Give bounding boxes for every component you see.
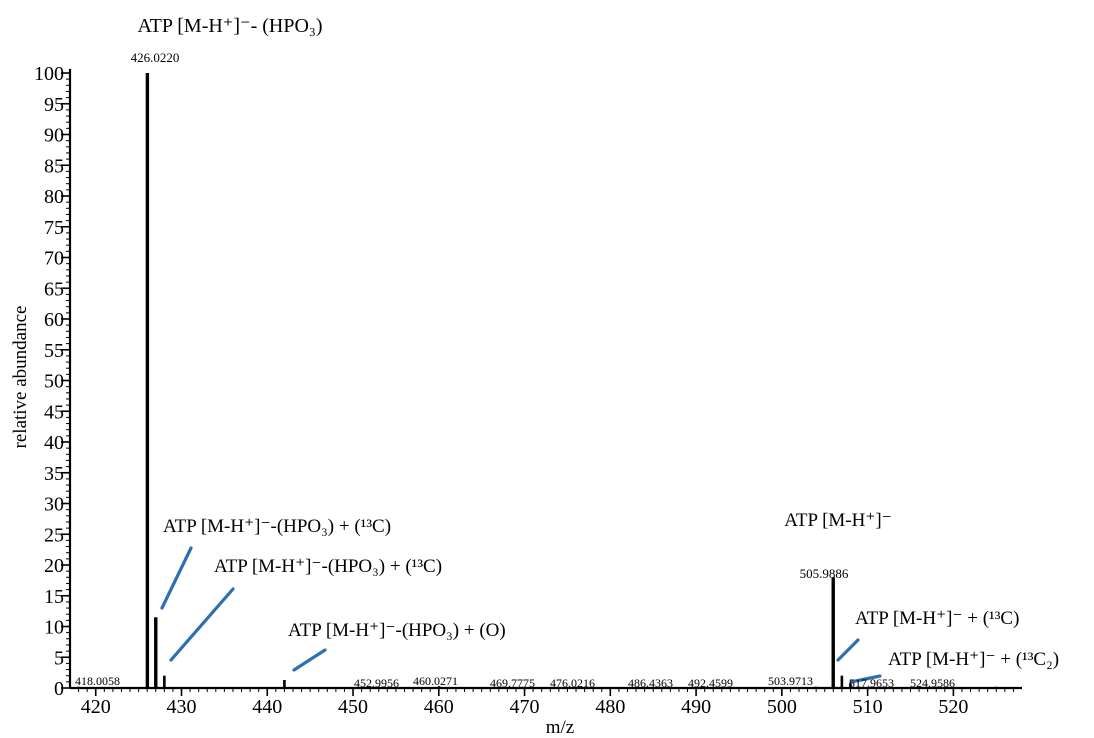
- y-tick-label: 0: [54, 678, 64, 700]
- y-tick-label: 50: [44, 371, 64, 393]
- peak-bar: [849, 683, 852, 688]
- annotation-label: ATP [M-H⁺]⁻- (HPO₃): [137, 15, 322, 37]
- peak-bar: [377, 686, 381, 688]
- peak-mz-label: 460.0271: [413, 674, 458, 688]
- x-tick-label: 460: [424, 696, 454, 718]
- peak-bar: [934, 686, 938, 688]
- axes: [68, 69, 1022, 690]
- annotation-label: ATP [M-H⁺]⁻-(HPO₃) + (¹³C): [163, 516, 391, 537]
- y-tick-label: 60: [44, 309, 64, 331]
- y-tick-label: 90: [44, 125, 64, 147]
- x-tick-label: 420: [81, 696, 111, 718]
- x-tick-label: 520: [938, 696, 968, 718]
- y-tick-label: 70: [44, 248, 64, 270]
- peak-mz-label: 505.9886: [800, 566, 849, 581]
- y-tick-label: 30: [44, 494, 64, 516]
- peak-mz-label: 426.0220: [131, 50, 180, 65]
- y-tick-label: 5: [54, 647, 64, 669]
- x-tick-label: 490: [681, 696, 711, 718]
- peak-bar: [283, 680, 286, 688]
- x-axis-label: m/z: [546, 717, 575, 738]
- peak-bar: [664, 686, 667, 688]
- leader-lines: [160, 546, 882, 684]
- x-tick-label: 470: [510, 696, 540, 718]
- peak-mz-label: 469.7775: [490, 676, 535, 690]
- peak-bar: [521, 686, 524, 688]
- peak-mz-label: 452.9956: [354, 676, 399, 690]
- peak-bar: [831, 577, 835, 688]
- peak-bar: [154, 617, 158, 688]
- y-tick-label: 75: [44, 217, 64, 239]
- peak-mz-label: 418.0058: [75, 674, 120, 688]
- peak-bar: [814, 686, 818, 688]
- x-tick-label: 510: [853, 696, 883, 718]
- peak-bar: [77, 686, 80, 688]
- y-tick-label: 65: [44, 278, 64, 300]
- y-tick-label: 35: [44, 463, 64, 485]
- peak-mz-label: 476.0216: [550, 676, 595, 690]
- peak-mz-label: 492.4599: [688, 676, 733, 690]
- peak-bar: [574, 686, 578, 688]
- peak-mz-label: 503.9713: [768, 674, 813, 688]
- y-tick-label: 100: [34, 63, 64, 85]
- peak-mz-label: 486.4363: [628, 676, 673, 690]
- y-tick-label: 80: [44, 186, 64, 208]
- y-tick-label: 20: [44, 555, 64, 577]
- annotation-label: ATP [M-H⁺]⁻ + (¹³C₂): [888, 649, 1059, 670]
- peak-mz-label: 517.9653: [849, 676, 894, 690]
- annotation-label: ATP [M-H⁺]⁻-(HPO₃) + (¹³C): [214, 556, 442, 577]
- y-tick-label: 45: [44, 401, 64, 423]
- peaks: [77, 73, 998, 688]
- peak-labels: 426.0220 505.9886 418.0058 452.9956 460.0271…: [75, 15, 1059, 690]
- annotation-label: ATP [M-H⁺]⁻ + (¹³C): [855, 608, 1019, 629]
- y-tick-label: 40: [44, 432, 64, 454]
- peak-mz-label: 524.9586: [910, 676, 955, 690]
- y-tick-label: 15: [44, 586, 64, 608]
- y-tick-label: 95: [44, 94, 64, 116]
- leader-line: [849, 674, 882, 684]
- leader-line: [292, 648, 327, 672]
- y-tick-label: 85: [44, 155, 64, 177]
- x-tick-label: 440: [252, 696, 282, 718]
- x-tick-label: 430: [166, 696, 196, 718]
- x-tick-label: 450: [338, 696, 368, 718]
- leader-line: [160, 546, 193, 610]
- annotation-label: ATP [M-H⁺]⁻-(HPO₃) + (O): [288, 620, 506, 641]
- peak-bar: [437, 686, 441, 688]
- annotation-label: ATP [M-H⁺]⁻: [784, 510, 892, 531]
- peak-bar: [840, 675, 844, 688]
- leader-line: [836, 638, 860, 662]
- ticks: 0510152025303540455055606570758085909510…: [34, 63, 1014, 718]
- peak-bar: [163, 675, 166, 688]
- x-tick-label: 480: [595, 696, 625, 718]
- leader-line: [169, 587, 235, 662]
- peak-bar: [715, 686, 719, 688]
- y-tick-label: 25: [44, 524, 64, 546]
- peak-bar: [994, 686, 998, 688]
- y-axis-label: relative abundance: [10, 306, 31, 449]
- peak-bar: [145, 73, 150, 688]
- y-tick-label: 55: [44, 340, 64, 362]
- y-tick-label: 10: [44, 617, 64, 639]
- x-tick-label: 500: [767, 696, 797, 718]
